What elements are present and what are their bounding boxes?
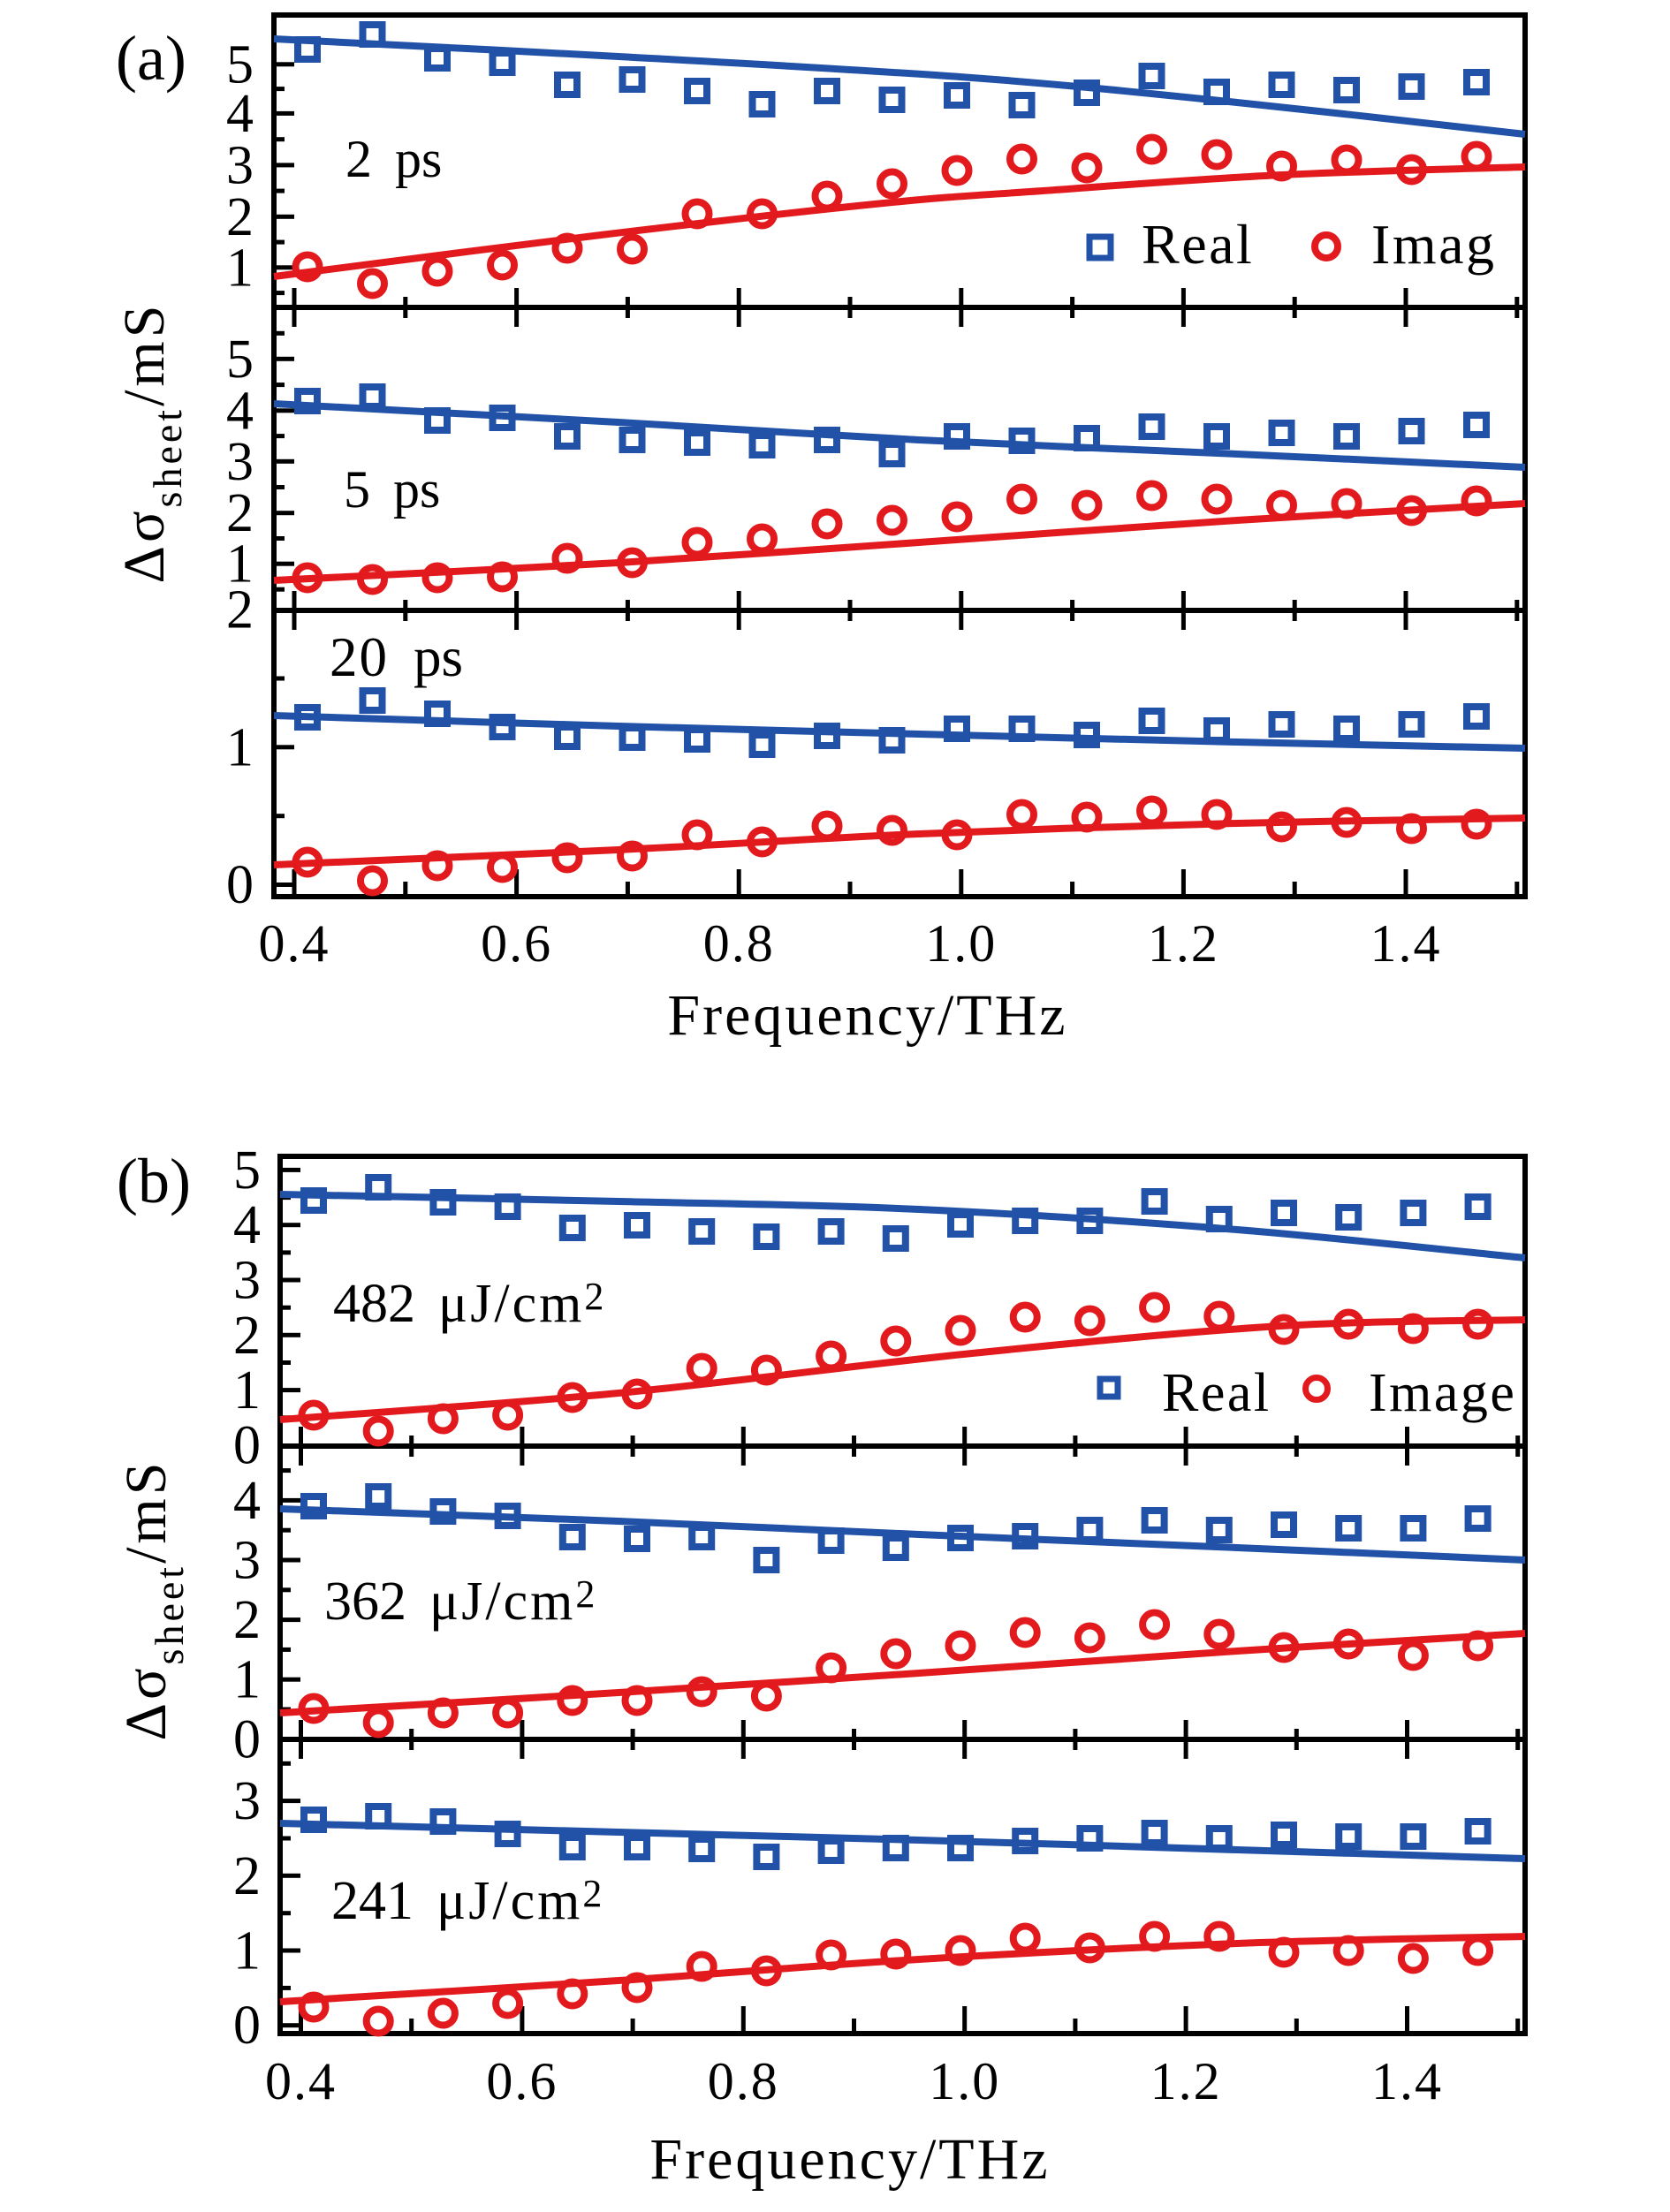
svg-text:μJ/cm2: μJ/cm2 [429,1572,597,1632]
svg-text:Real: Real [1142,213,1254,276]
svg-text:5: 5 [226,330,254,390]
svg-text:3: 3 [233,1531,261,1591]
svg-text:0.6: 0.6 [486,2052,558,2110]
svg-text:3: 3 [226,135,254,195]
svg-text:4: 4 [233,1471,261,1531]
svg-text:2: 2 [226,483,254,543]
svg-text:μJ/cm2: μJ/cm2 [438,1274,606,1334]
svg-text:0.6: 0.6 [481,914,552,973]
svg-text:362: 362 [324,1572,406,1632]
svg-text:1: 1 [233,1921,261,1981]
svg-text:4: 4 [226,381,254,441]
svg-text:1.0: 1.0 [925,914,997,973]
svg-text:1.0: 1.0 [929,2052,1000,2110]
svg-text:ps: ps [395,130,442,188]
svg-text:Frequency/THz: Frequency/THz [649,2127,1050,2192]
svg-text:(a): (a) [116,23,186,94]
svg-text:0.4: 0.4 [265,2052,337,2110]
svg-text:0.8: 0.8 [708,2052,779,2110]
svg-text:Frequency/THz: Frequency/THz [667,983,1067,1048]
svg-text:0.8: 0.8 [703,914,775,973]
svg-text:4: 4 [226,84,254,144]
svg-text:0: 0 [226,855,254,915]
svg-text:0: 0 [233,1415,261,1475]
svg-text:3: 3 [226,432,254,492]
svg-text:2: 2 [226,187,254,247]
svg-text:Imag: Imag [1371,213,1497,276]
svg-text:ps: ps [414,626,463,688]
svg-text:2: 2 [226,580,254,640]
svg-text:2: 2 [233,1846,261,1906]
svg-text:3: 3 [233,1771,261,1831]
svg-text:0: 0 [233,1709,261,1769]
svg-text:Image: Image [1369,1363,1516,1423]
svg-text:(b): (b) [117,1146,191,1216]
svg-text:1.2: 1.2 [1148,914,1219,973]
svg-text:Real: Real [1162,1363,1271,1423]
svg-text:2: 2 [233,1306,261,1366]
svg-text:1: 1 [226,238,254,298]
svg-text:1: 1 [226,717,254,777]
svg-text:20: 20 [330,626,389,688]
svg-text:μJ/cm2: μJ/cm2 [436,1871,604,1931]
svg-text:1: 1 [233,1650,261,1710]
svg-text:2: 2 [233,1590,261,1650]
svg-text:1.2: 1.2 [1150,2052,1222,2110]
svg-text:ps: ps [393,460,440,519]
svg-text:0.4: 0.4 [259,914,330,973]
svg-text:5: 5 [226,34,254,95]
svg-text:1.4: 1.4 [1371,2052,1443,2110]
svg-text:0: 0 [233,1996,261,2056]
svg-text:4: 4 [233,1195,261,1255]
svg-text:1: 1 [233,1360,261,1420]
svg-text:2: 2 [345,130,372,188]
svg-text:1: 1 [226,534,254,595]
svg-text:3: 3 [233,1251,261,1311]
svg-text:1.4: 1.4 [1370,914,1442,973]
svg-text:5: 5 [233,1140,261,1201]
svg-text:241: 241 [331,1871,414,1931]
svg-text:5: 5 [344,460,370,519]
svg-text:482: 482 [333,1274,415,1334]
